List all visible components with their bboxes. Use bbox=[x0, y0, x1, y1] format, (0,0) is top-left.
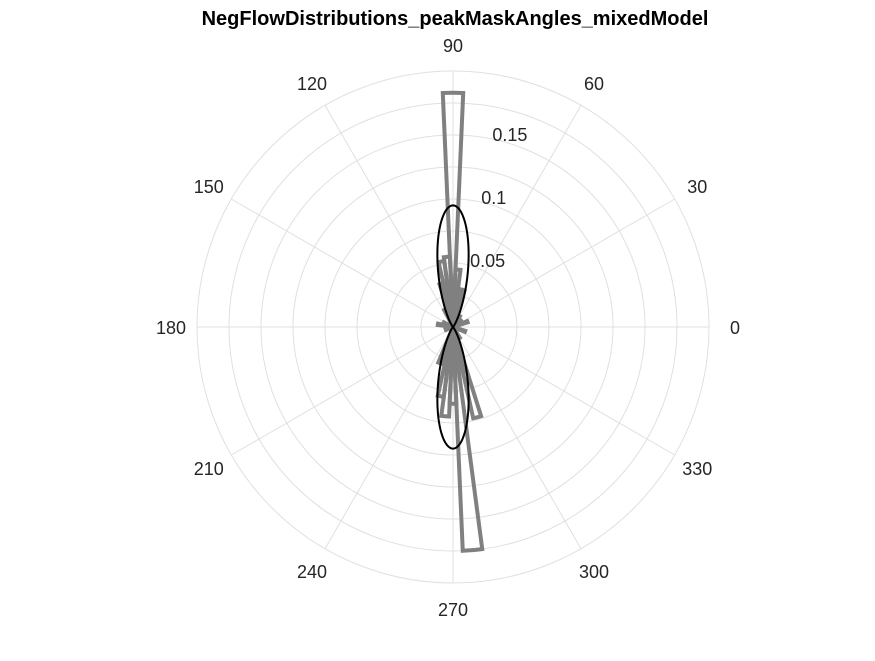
grid-spoke bbox=[325, 105, 453, 327]
histogram-bar bbox=[453, 327, 482, 551]
radial-tick-label: 0.05 bbox=[470, 251, 505, 271]
angle-tick-label: 60 bbox=[584, 74, 604, 94]
grid-spoke bbox=[453, 327, 675, 455]
radial-tick-label: 0.15 bbox=[492, 125, 527, 145]
grid-spoke bbox=[453, 327, 581, 549]
histogram-bars bbox=[438, 93, 482, 551]
grid-spoke bbox=[231, 327, 453, 455]
radial-tick-label: 0.1 bbox=[481, 188, 506, 208]
angle-tick-label: 300 bbox=[579, 562, 609, 582]
angle-tick-label: 210 bbox=[194, 459, 224, 479]
angle-tick-label: 30 bbox=[687, 177, 707, 197]
angle-tick-label: 180 bbox=[156, 318, 186, 338]
grid-spoke bbox=[325, 327, 453, 549]
chart-title: NegFlowDistributions_peakMaskAngles_mixe… bbox=[202, 8, 709, 30]
angle-tick-label: 240 bbox=[297, 562, 327, 582]
angle-tick-label: 150 bbox=[194, 177, 224, 197]
grid-spoke bbox=[231, 199, 453, 327]
angle-tick-label: 330 bbox=[682, 459, 712, 479]
angle-tick-label: 0 bbox=[730, 318, 740, 338]
angle-tick-label: 120 bbox=[297, 74, 327, 94]
angle-tick-label: 90 bbox=[443, 36, 463, 56]
angle-tick-label: 270 bbox=[438, 600, 468, 620]
